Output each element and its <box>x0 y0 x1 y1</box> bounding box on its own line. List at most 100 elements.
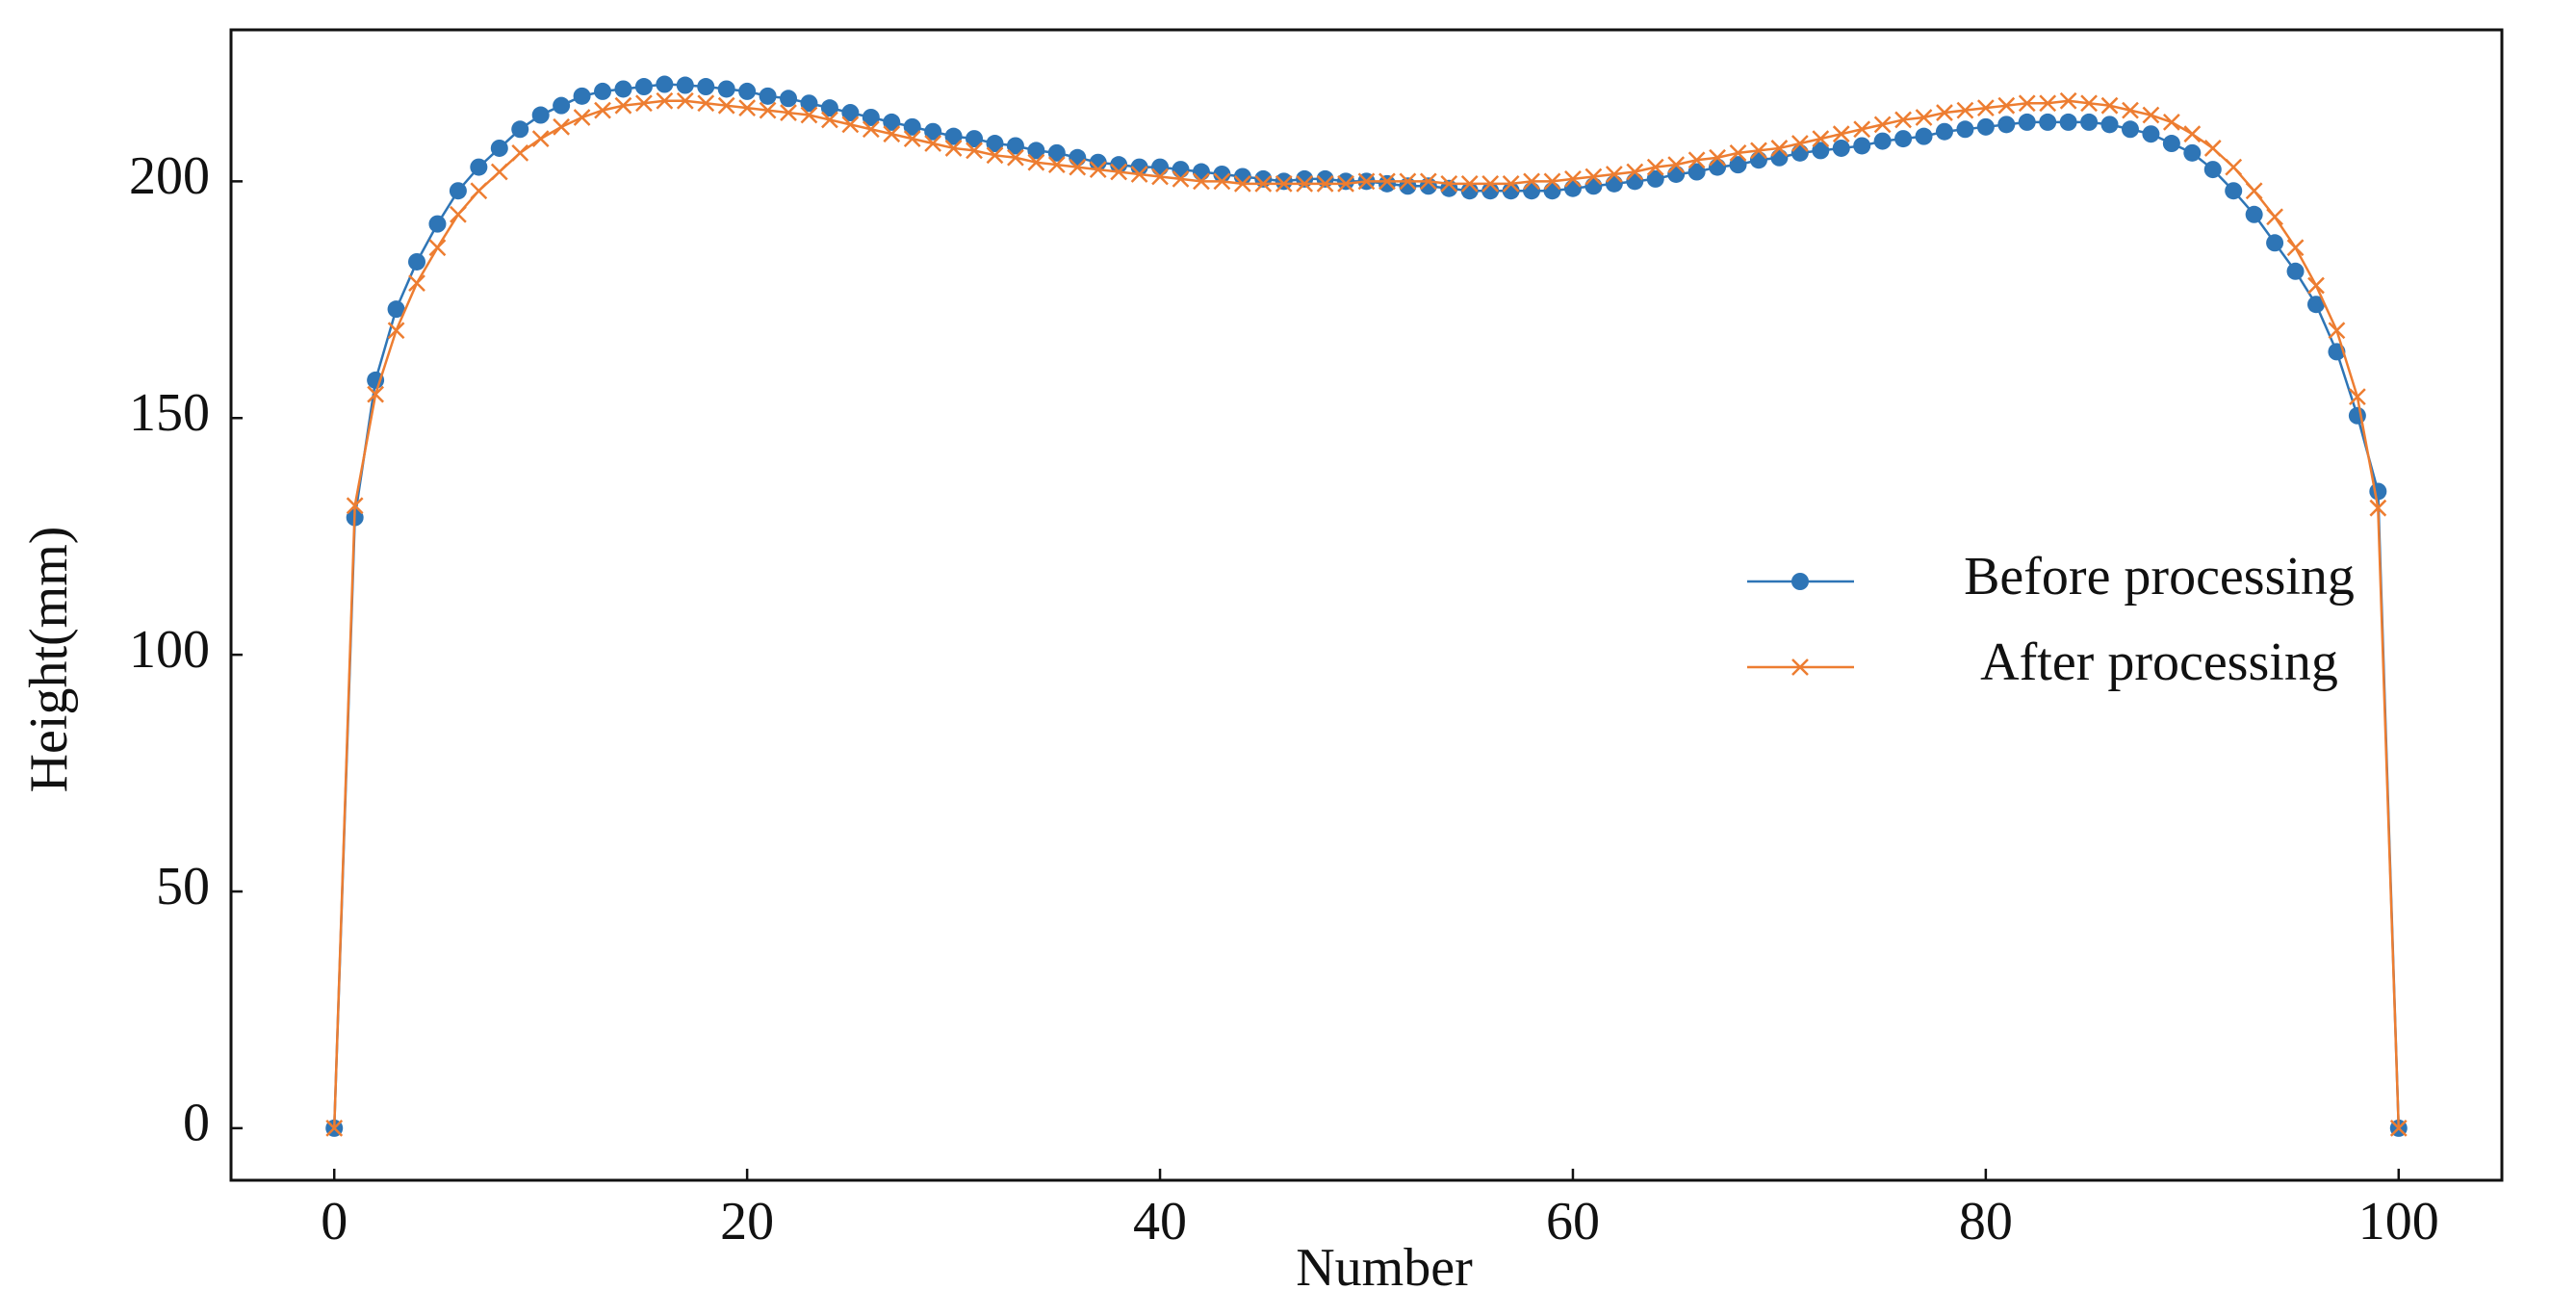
data-point <box>903 130 921 147</box>
data-point <box>1729 156 1747 174</box>
data-point <box>1750 142 1767 160</box>
data-point <box>697 94 715 113</box>
data-point <box>2348 406 2366 425</box>
data-point <box>2059 113 2077 131</box>
data-point <box>738 99 757 117</box>
y-tick-label: 50 <box>156 857 210 916</box>
data-point <box>1915 109 1933 126</box>
data-point <box>966 142 983 160</box>
data-point <box>387 322 405 340</box>
data-point <box>924 122 942 141</box>
data-point <box>1543 182 1561 200</box>
data-point <box>1378 172 1396 191</box>
data-point <box>2369 482 2387 501</box>
data-point <box>1151 158 1170 176</box>
data-point <box>387 300 405 319</box>
data-point <box>1378 174 1396 193</box>
x-tick-label: 0 <box>321 1192 348 1251</box>
data-point <box>1915 127 1933 145</box>
data-point <box>594 101 611 119</box>
data-point <box>1172 161 1190 179</box>
data-point <box>450 205 467 223</box>
data-point <box>862 108 880 126</box>
data-point <box>1646 169 1664 188</box>
data-point <box>408 274 425 292</box>
data-point <box>325 1120 344 1137</box>
data-point <box>1687 163 1706 181</box>
data-point <box>1440 174 1458 193</box>
data-point <box>676 91 694 110</box>
data-point <box>1605 166 1623 183</box>
legend-marker <box>1791 573 1809 590</box>
data-point <box>1894 111 1912 129</box>
data-point <box>1729 143 1747 162</box>
data-point <box>1193 172 1210 191</box>
x-tick-label: 80 <box>1959 1192 2013 1251</box>
data-point <box>800 106 818 124</box>
data-point <box>966 130 984 148</box>
x-tick-label: 60 <box>1546 1192 1600 1251</box>
data-point <box>470 158 488 176</box>
data-point <box>924 135 942 152</box>
data-point <box>717 80 735 98</box>
data-point <box>346 497 364 515</box>
data-point <box>759 87 777 105</box>
data-point <box>1853 120 1871 139</box>
data-point <box>1151 168 1169 186</box>
data-point <box>635 94 653 113</box>
data-point <box>634 78 653 96</box>
data-point <box>1027 153 1045 171</box>
data-point <box>2306 296 2325 314</box>
data-point <box>1997 116 2016 134</box>
data-point <box>511 120 529 139</box>
data-point <box>2142 125 2160 143</box>
data-point <box>656 91 674 110</box>
data-point <box>676 76 694 94</box>
data-point <box>1233 174 1251 193</box>
data-point <box>1626 172 1644 191</box>
data-point <box>1254 174 1273 193</box>
data-point <box>841 104 860 122</box>
data-point <box>1110 163 1128 181</box>
data-point <box>800 94 818 113</box>
data-point <box>2286 262 2305 280</box>
data-point <box>1007 148 1024 167</box>
data-point <box>1130 166 1148 183</box>
data-point <box>1956 101 1974 119</box>
data-point <box>820 99 838 117</box>
data-point <box>1749 151 1767 169</box>
data-point <box>428 239 447 257</box>
data-point <box>614 96 632 115</box>
data-point <box>2162 114 2180 131</box>
data-point <box>1296 174 1314 193</box>
data-point <box>1337 172 1355 191</box>
data-point <box>2389 1120 2408 1137</box>
data-point <box>1790 135 1809 152</box>
legend-marker <box>1791 658 1809 676</box>
data-point <box>1584 168 1603 186</box>
data-point <box>594 82 612 100</box>
data-point <box>2080 94 2098 113</box>
data-point <box>1770 140 1789 157</box>
data-point <box>1275 172 1293 191</box>
plot-frame <box>229 28 2504 1182</box>
data-point <box>1709 148 1726 167</box>
data-point <box>449 182 467 200</box>
y-axis-label: Height(mm) <box>19 527 79 793</box>
data-point <box>490 163 508 181</box>
y-tick-label: 0 <box>183 1094 210 1153</box>
data-point <box>1069 158 1087 176</box>
data-point <box>1894 130 1913 148</box>
data-point <box>2203 140 2222 157</box>
data-point <box>1832 139 1850 157</box>
y-tick-label: 200 <box>129 146 210 206</box>
data-point <box>1935 122 1953 141</box>
data-point <box>1047 143 1066 162</box>
data-point <box>1419 172 1437 191</box>
data-point <box>553 117 571 136</box>
data-point <box>428 215 447 233</box>
data-point <box>1605 174 1623 193</box>
data-point <box>986 135 1004 153</box>
data-point <box>2266 234 2284 252</box>
